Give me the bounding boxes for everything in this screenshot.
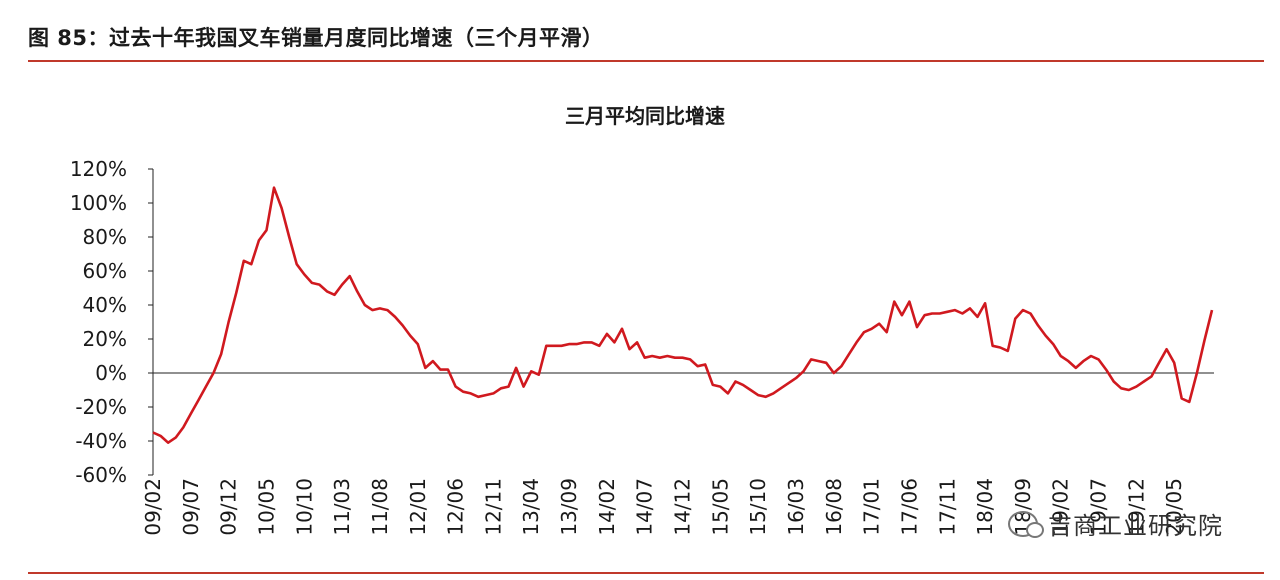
chart-title: 三月平均同比增速 — [565, 104, 725, 128]
y-tick-label: 60% — [83, 259, 127, 283]
x-tick-label: 14/07 — [633, 478, 657, 536]
x-tick-label: 12/11 — [481, 478, 505, 536]
x-tick-label: 10/05 — [254, 478, 278, 536]
x-tick-label: 15/10 — [746, 478, 770, 536]
x-tick-label: 14/02 — [595, 478, 619, 536]
y-tick-label: -60% — [75, 463, 127, 487]
y-tick-label: -40% — [75, 429, 127, 453]
x-tick-label: 17/01 — [860, 478, 884, 536]
header-rule — [28, 60, 1264, 62]
y-tick-label: 40% — [83, 293, 127, 317]
x-tick-label: 10/10 — [292, 478, 316, 536]
series-line — [152, 186, 1214, 444]
x-tick-label: 13/09 — [557, 478, 581, 536]
watermark-text: 吉商工业研究院 — [1048, 512, 1223, 540]
y-axis: -60% -40% -20% 0% 20% 40% 60% 80% 100% 120% — [70, 157, 154, 487]
footer-rule — [28, 572, 1264, 574]
y-tick-label: 80% — [83, 225, 127, 249]
x-tick-label: 19/02 — [1049, 478, 1073, 536]
x-tick-label: 16/08 — [822, 478, 846, 536]
x-tick-label: 12/06 — [444, 478, 468, 536]
x-tick-label: 15/05 — [708, 478, 732, 536]
x-tick-label: 19/12 — [1124, 478, 1148, 536]
x-tick-label: 17/06 — [897, 478, 921, 536]
y-tick-label: 20% — [83, 327, 127, 351]
x-tick-label: 12/01 — [406, 478, 430, 536]
x-tick-label: 17/11 — [935, 478, 959, 536]
x-tick-label: 11/08 — [368, 478, 392, 536]
x-axis: 09/02 09/07 09/12 10/05 10/10 11/03 11/08 12/01… — [141, 478, 1186, 536]
x-tick-label: 09/02 — [141, 478, 165, 536]
x-tick-label: 18/04 — [973, 478, 997, 536]
x-tick-label: 13/04 — [519, 478, 543, 536]
wechat-icon — [1008, 510, 1044, 538]
x-tick-label: 09/07 — [179, 478, 203, 536]
x-tick-label: 19/07 — [1087, 478, 1111, 536]
x-tick-label: 11/03 — [330, 478, 354, 536]
watermark: 吉商工业研究院 — [1008, 506, 1223, 541]
figure-header: 图 85：过去十年我国叉车销量月度同比增速（三个月平滑） — [28, 26, 604, 50]
x-tick-label: 16/03 — [784, 478, 808, 536]
y-tick-label: 0% — [95, 361, 127, 385]
y-tick-label: 120% — [70, 157, 127, 181]
x-tick-label: 14/12 — [671, 478, 695, 536]
y-tick-label: 100% — [70, 191, 127, 215]
x-tick-label: 09/12 — [217, 478, 241, 536]
y-tick-label: -20% — [75, 395, 127, 419]
x-tick-label: 20/05 — [1162, 478, 1186, 536]
